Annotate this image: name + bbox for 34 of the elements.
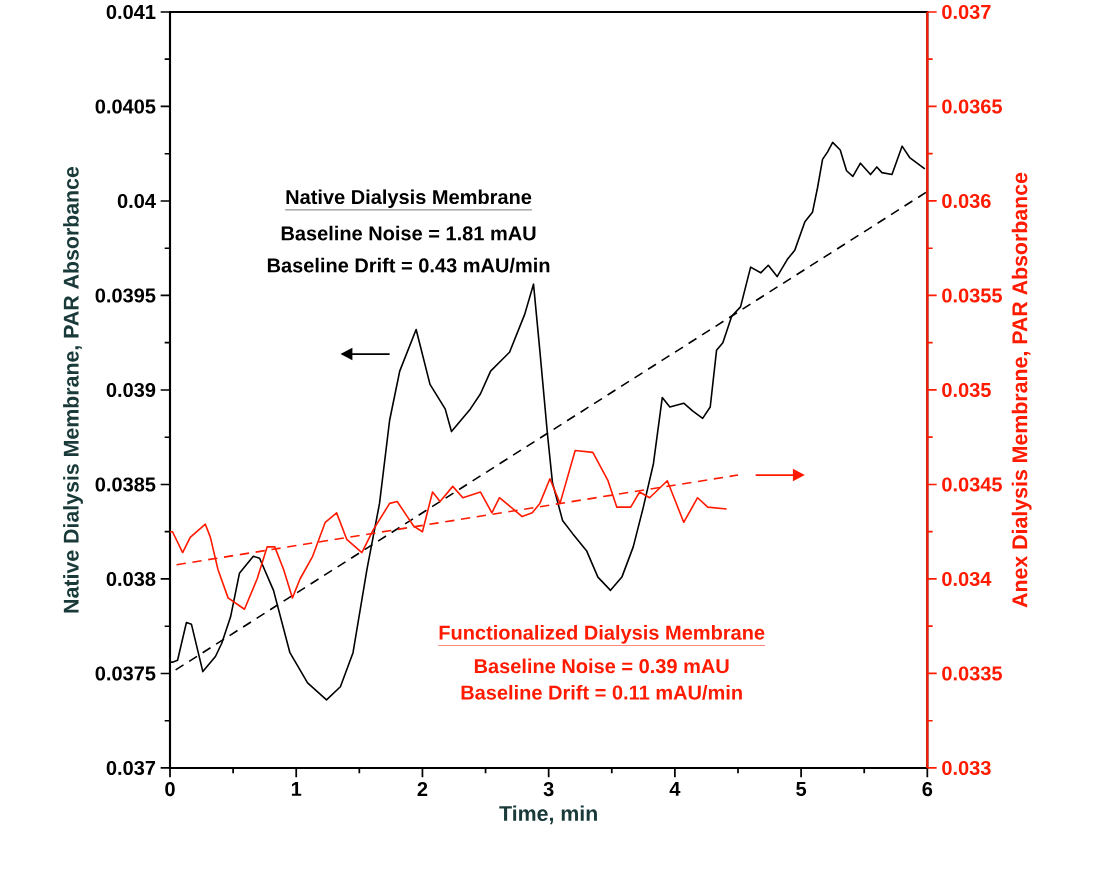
annotation: Functionalized Dialysis Membrane [439, 625, 765, 644]
y-tick-label: 0.04 [117, 194, 156, 209]
y2-axis-title: Anex Dialysis Membrane, PAR Absorbance [1011, 172, 1032, 608]
y-tick-label: 0.038 [106, 572, 156, 587]
x-tick-label: 3 [543, 782, 554, 797]
y2-tick-label: 0.035 [942, 383, 991, 398]
x-tick-label: 6 [922, 782, 933, 797]
y-axis-title: Native Dialysis Membrane, PAR Absorbance [63, 167, 83, 613]
y2-tick-label: 0.036 [942, 194, 991, 209]
annotation: Baseline Noise = 1.81 mAU [281, 225, 536, 241]
x-tick-label: 2 [417, 782, 428, 797]
y-tick-label: 0.037 [106, 761, 156, 776]
y2-tick-label: 0.037 [942, 5, 991, 20]
y2-tick-label: 0.0345 [942, 477, 1002, 492]
x-axis-title: Time, min [499, 805, 597, 825]
y2-tick-label: 0.0365 [942, 99, 1002, 114]
x-tick-label: 5 [796, 782, 807, 797]
y-tick-label: 0.0395 [95, 288, 156, 303]
x-tick-label: 0 [165, 782, 175, 797]
annotation: Native Dialysis Membrane [286, 189, 532, 209]
y2-tick-label: 0.034 [942, 572, 992, 587]
y-tick-label: 0.041 [106, 5, 156, 20]
y-tick-label: 0.0385 [95, 477, 156, 492]
y-tick-label: 0.0405 [95, 99, 156, 114]
x-tick-label: 4 [669, 782, 681, 796]
annotation: Baseline Drift = 0.43 mAU/min [267, 257, 550, 273]
annotation: Baseline Drift = 0.11 mAU/min [461, 685, 742, 701]
y-tick-label: 0.0375 [95, 666, 156, 681]
annotation: Baseline Noise = 0.39 mAU [474, 658, 729, 674]
y-tick-label: 0.039 [106, 383, 156, 398]
y2-tick-label: 0.0355 [942, 288, 1002, 303]
x-tick-label: 1 [291, 782, 302, 796]
y2-tick-label: 0.0335 [942, 666, 1002, 681]
y2-tick-label: 0.033 [942, 761, 991, 776]
